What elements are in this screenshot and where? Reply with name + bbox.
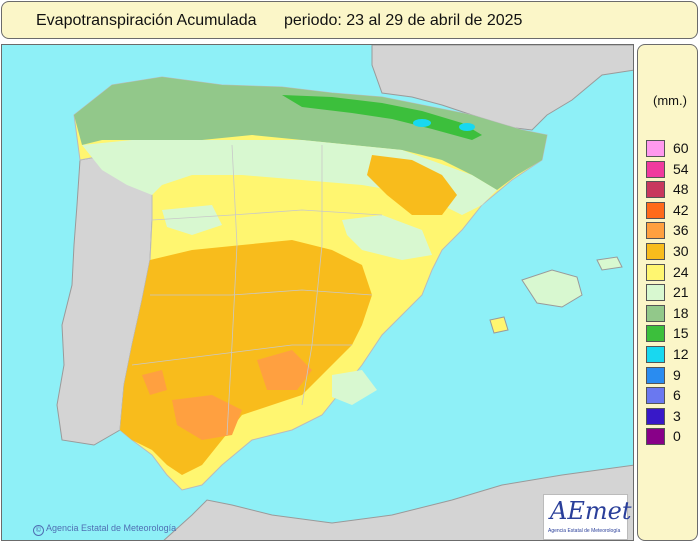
legend-swatch-9	[646, 366, 665, 384]
legend-label-54: 54	[673, 160, 689, 177]
west-pale-patch	[162, 205, 222, 235]
legend-unit: (mm.)	[653, 93, 687, 108]
legend-swatch-36	[646, 222, 665, 240]
legend-label-48: 48	[673, 181, 689, 198]
legend-label-3: 3	[673, 407, 681, 424]
legend-swatch-21	[646, 284, 665, 302]
ibiza-island	[489, 316, 509, 334]
legend-swatch-48	[646, 181, 665, 199]
legend-swatch-0	[646, 428, 665, 446]
title-bar: Evapotranspiración Acumulada periodo: 23…	[1, 1, 698, 39]
legend-swatch-60	[646, 140, 665, 157]
map-title: Evapotranspiración Acumulada	[36, 12, 257, 29]
legend-panel: (mm.) 60 54 48 42 36 30 24 21 18 15 12 9 6 3 0	[637, 44, 698, 541]
iberia-map	[2, 45, 633, 540]
central-pale-patch	[342, 215, 432, 260]
legend-swatch-6	[646, 387, 665, 405]
legend-swatch-54	[646, 160, 665, 178]
legend-swatch-18	[646, 304, 665, 322]
credit-text: Agencia Estatal de Meteorología	[46, 523, 177, 533]
legend-swatch-3	[646, 407, 665, 425]
legend-label-0: 0	[673, 428, 681, 445]
copyright-icon: ©	[33, 525, 44, 536]
legend-label-24: 24	[673, 263, 689, 280]
legend-label-6: 6	[673, 387, 681, 404]
mallorca-island	[521, 269, 583, 308]
pyrenees-cyan-spot	[413, 119, 431, 127]
legend-label-60: 60	[673, 140, 689, 156]
province-boundaries	[131, 144, 383, 436]
map-panel	[1, 44, 634, 541]
logo-subtitle: Agencia Estatal de Meteorología	[548, 528, 621, 534]
legend-label-15: 15	[673, 325, 689, 342]
legend-swatch-24	[646, 263, 665, 281]
map-period: periodo: 23 al 29 de abril de 2025	[284, 12, 523, 29]
south-dark-orange-1	[172, 395, 242, 440]
legend-label-9: 9	[673, 366, 681, 383]
southeast-pale-patch	[332, 370, 377, 405]
legend-label-42: 42	[673, 201, 689, 218]
logo-brand: AEmet	[550, 497, 632, 525]
legend-label-12: 12	[673, 346, 689, 362]
legend-label-30: 30	[673, 243, 689, 259]
morocco-landmass	[163, 464, 633, 540]
south-dark-orange-3	[142, 370, 167, 395]
north-green-zone	[74, 77, 547, 190]
ebro-orange-zone	[367, 155, 457, 215]
pyrenees-cyan-spot-2	[459, 123, 475, 131]
legend-label-21: 21	[673, 284, 689, 301]
cantabrian-green-strip	[282, 95, 482, 140]
menorca-island	[596, 256, 623, 271]
legend-swatch-42	[646, 201, 665, 219]
legend-label-18: 18	[673, 304, 689, 321]
legend-swatch-12	[646, 346, 665, 363]
south-dark-orange-2	[257, 350, 312, 390]
legend-swatch-15	[646, 325, 665, 343]
legend-label-36: 36	[673, 222, 689, 239]
legend-swatch-30	[646, 243, 665, 260]
aemet-logo: AEmet Agencia Estatal de Meteorología	[543, 494, 632, 540]
france-landmass	[371, 45, 633, 131]
